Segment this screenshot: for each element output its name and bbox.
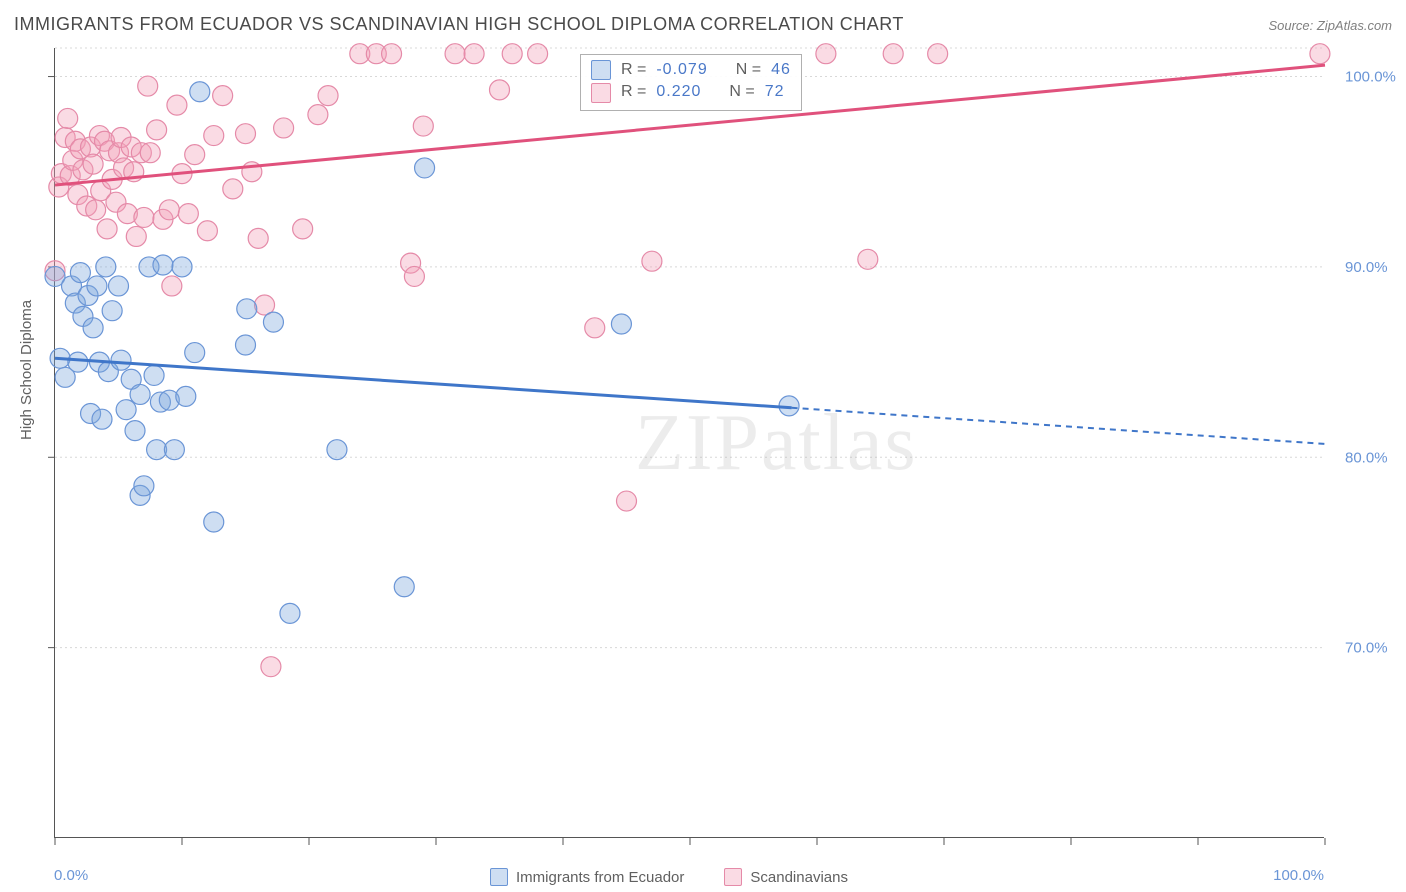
- x-min-label: 0.0%: [54, 867, 88, 884]
- stat-r-value-a: -0.079: [656, 59, 707, 81]
- chart-container: IMMIGRANTS FROM ECUADOR VS SCANDINAVIAN …: [0, 0, 1406, 892]
- swatch-b-icon: [591, 83, 611, 103]
- chart-title: IMMIGRANTS FROM ECUADOR VS SCANDINAVIAN …: [14, 14, 904, 35]
- stat-n-value-a: 46: [771, 59, 791, 81]
- stat-n-value-b: 72: [765, 81, 785, 103]
- legend-label-a: Immigrants from Ecuador: [516, 869, 684, 886]
- legend-label-b: Scandinavians: [750, 869, 848, 886]
- svg-text:70.0%: 70.0%: [1345, 640, 1388, 657]
- source-label: Source: ZipAtlas.com: [1268, 18, 1392, 33]
- chart-svg: 70.0%80.0%90.0%100.0%: [55, 48, 1325, 838]
- stat-n-label-b: N =: [729, 81, 754, 103]
- swatch-a-icon: [591, 60, 611, 80]
- stats-row-a: R = -0.079 N = 46: [591, 59, 791, 81]
- svg-text:80.0%: 80.0%: [1345, 449, 1388, 466]
- stats-box: R = -0.079 N = 46 R = 0.220 N = 72: [580, 54, 802, 111]
- x-max-label: 100.0%: [1273, 867, 1324, 884]
- legend-item-a: Immigrants from Ecuador: [490, 868, 684, 886]
- swatch-a-icon: [490, 868, 508, 886]
- stat-r-value-b: 0.220: [656, 81, 701, 103]
- svg-text:90.0%: 90.0%: [1345, 259, 1388, 276]
- plot-area: ZIPatlas 70.0%80.0%90.0%100.0% R = -0.07…: [54, 48, 1324, 838]
- legend-bottom: Immigrants from Ecuador Scandinavians: [490, 868, 848, 886]
- stat-r-label-a: R =: [621, 59, 646, 81]
- legend-item-b: Scandinavians: [724, 868, 848, 886]
- stat-n-label-a: N =: [736, 59, 761, 81]
- stat-r-label-b: R =: [621, 81, 646, 103]
- header: IMMIGRANTS FROM ECUADOR VS SCANDINAVIAN …: [14, 14, 1392, 35]
- stats-row-b: R = 0.220 N = 72: [591, 81, 791, 103]
- swatch-b-icon: [724, 868, 742, 886]
- svg-text:100.0%: 100.0%: [1345, 69, 1396, 86]
- y-axis-label: High School Diploma: [18, 300, 35, 440]
